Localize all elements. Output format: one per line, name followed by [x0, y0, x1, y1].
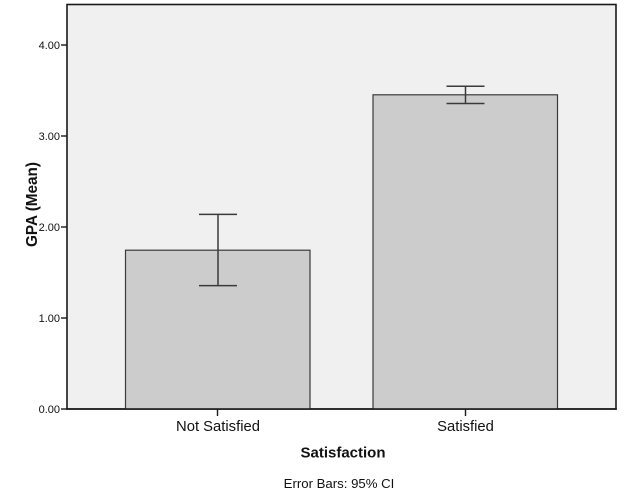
- svg-text:Not Satisfied: Not Satisfied: [176, 419, 260, 435]
- svg-text:Error Bars: 95% CI: Error Bars: 95% CI: [284, 476, 395, 491]
- svg-text:Satisfaction: Satisfaction: [300, 445, 385, 462]
- svg-text:0.00: 0.00: [39, 404, 60, 416]
- svg-text:1.00: 1.00: [39, 313, 60, 325]
- svg-text:Satisfied: Satisfied: [437, 419, 494, 435]
- svg-text:3.00: 3.00: [39, 131, 60, 143]
- svg-text:2.00: 2.00: [39, 222, 60, 234]
- svg-text:4.00: 4.00: [39, 40, 60, 52]
- svg-text:GPA (Mean): GPA (Mean): [24, 162, 41, 247]
